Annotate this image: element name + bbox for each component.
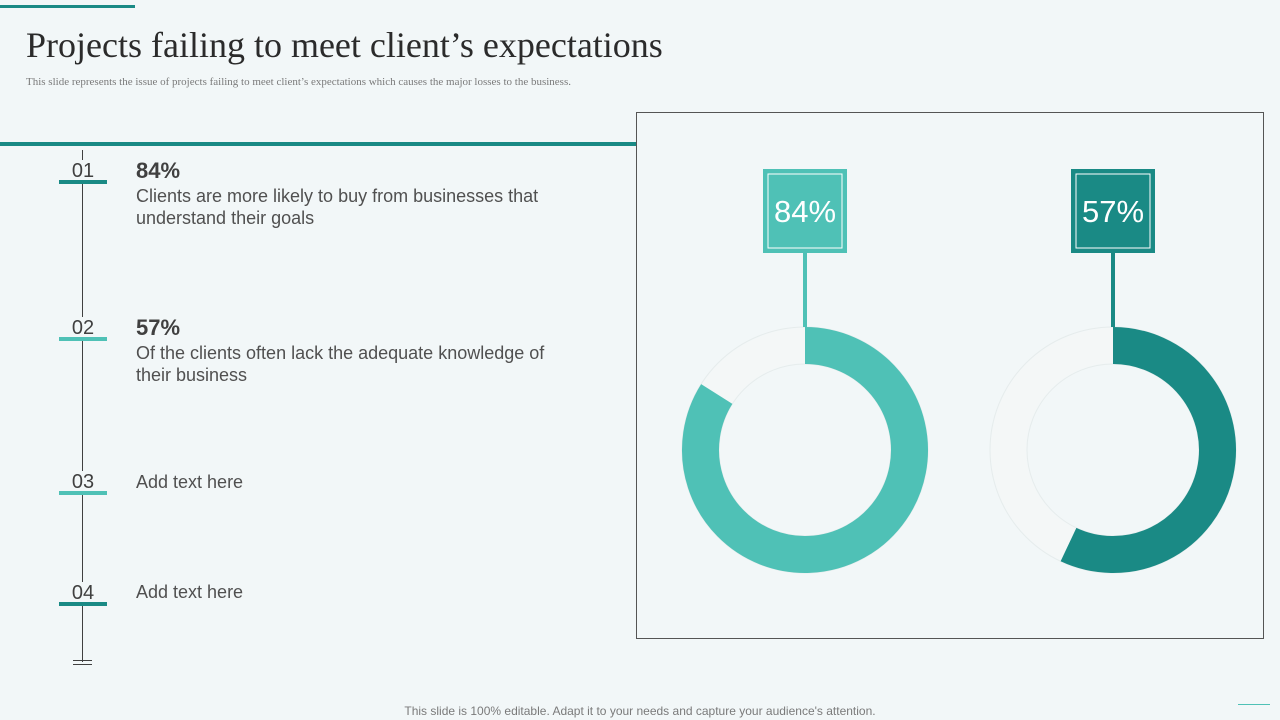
chart-panel: 84% 57% — [636, 112, 1264, 639]
item-placeholder-text: Add text here — [136, 582, 244, 602]
header-divider — [0, 142, 636, 146]
page-subtitle: This slide represents the issue of proje… — [26, 76, 571, 88]
label-box — [763, 169, 847, 253]
top-accent-bar — [0, 5, 135, 8]
timeline-marker — [59, 337, 107, 341]
timeline-marker — [59, 602, 107, 606]
label-box — [1071, 169, 1155, 253]
label-connector — [803, 253, 807, 327]
donut-track-inner — [718, 363, 892, 537]
label-box-inner-border — [1075, 173, 1151, 249]
timeline-line — [82, 150, 83, 662]
page-title: Projects failing to meet client’s expect… — [26, 25, 663, 65]
timeline-marker — [59, 491, 107, 495]
label-connector — [1111, 253, 1115, 327]
footer-note: This slide is 100% editable. Adapt it to… — [404, 704, 876, 718]
item-placeholder-text: Add text here — [136, 472, 244, 492]
timeline-end-mark — [73, 660, 92, 661]
item-description: Clients are more likely to buy from busi… — [136, 186, 539, 228]
timeline-end-mark — [73, 664, 92, 665]
item-percentage: 57% — [136, 315, 181, 340]
donut-charts: 84% 57% — [681, 169, 1237, 574]
timeline-marker — [59, 180, 107, 184]
donut-value-label: 57% — [1082, 194, 1144, 229]
donut-value-label: 84% — [774, 194, 836, 229]
item-description: Of the clients often lack the adequate k… — [136, 343, 545, 385]
donut-value-arc — [1060, 327, 1236, 573]
donut-track-inner — [1026, 363, 1200, 537]
donut-value-arc — [682, 327, 928, 573]
item-percentage: 84% — [136, 158, 181, 183]
footer-accent-line — [1238, 704, 1270, 705]
label-box-inner-border — [767, 173, 843, 249]
